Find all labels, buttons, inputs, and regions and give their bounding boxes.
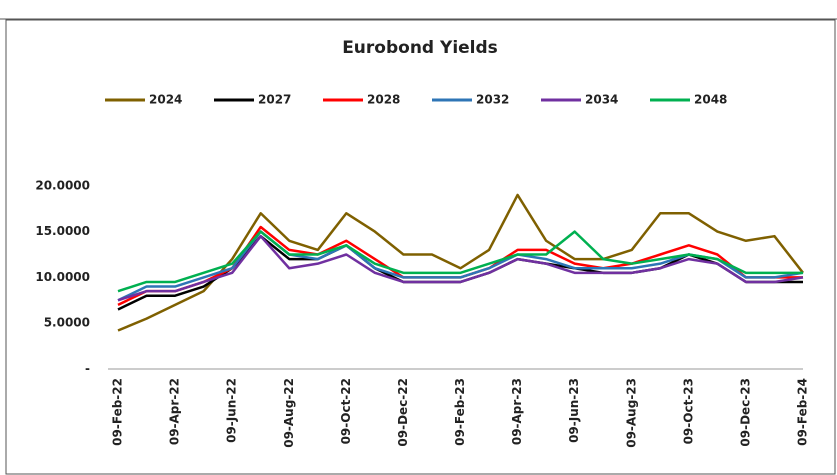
x-tick-label: 09-Feb-23	[453, 378, 467, 446]
legend-label: 2024	[149, 93, 182, 107]
x-tick-label: 09-Feb-24	[796, 378, 810, 446]
x-tick-label: 09-Aug-23	[624, 378, 638, 448]
x-tick-label: 09-Aug-22	[282, 378, 296, 448]
y-tick-label: 15.0000	[35, 224, 90, 238]
x-tick-label: 09-Oct-22	[339, 378, 353, 444]
legend-label: 2028	[367, 93, 400, 107]
x-tick-label: 09-Apr-23	[510, 378, 524, 445]
series-line	[117, 230, 803, 293]
legend-label: 2027	[258, 93, 291, 107]
y-tick-label: 10.0000	[35, 270, 90, 284]
series-line	[117, 193, 804, 332]
x-tick-label: 09-Oct-23	[681, 378, 695, 444]
x-tick-label: 09-Apr-22	[168, 378, 182, 445]
series-line	[117, 234, 804, 302]
y-tick-label: -	[85, 362, 90, 376]
chart-border	[5, 19, 836, 475]
x-tick-label: 09-Jun-23	[567, 378, 581, 443]
legend-label: 2032	[476, 93, 509, 107]
chart-title: Eurobond Yields	[342, 38, 498, 58]
y-tick-label: 20.0000	[35, 178, 90, 192]
x-tick-label: 09-Dec-23	[738, 378, 752, 447]
y-tick-label: 5.0000	[44, 316, 90, 330]
x-tick-label: 09-Dec-22	[396, 378, 410, 447]
x-tick-label: 09-Feb-22	[111, 378, 125, 446]
legend-label: 2034	[585, 93, 618, 107]
x-tick-label: 09-Jun-22	[225, 378, 239, 443]
legend-label: 2048	[694, 93, 727, 107]
